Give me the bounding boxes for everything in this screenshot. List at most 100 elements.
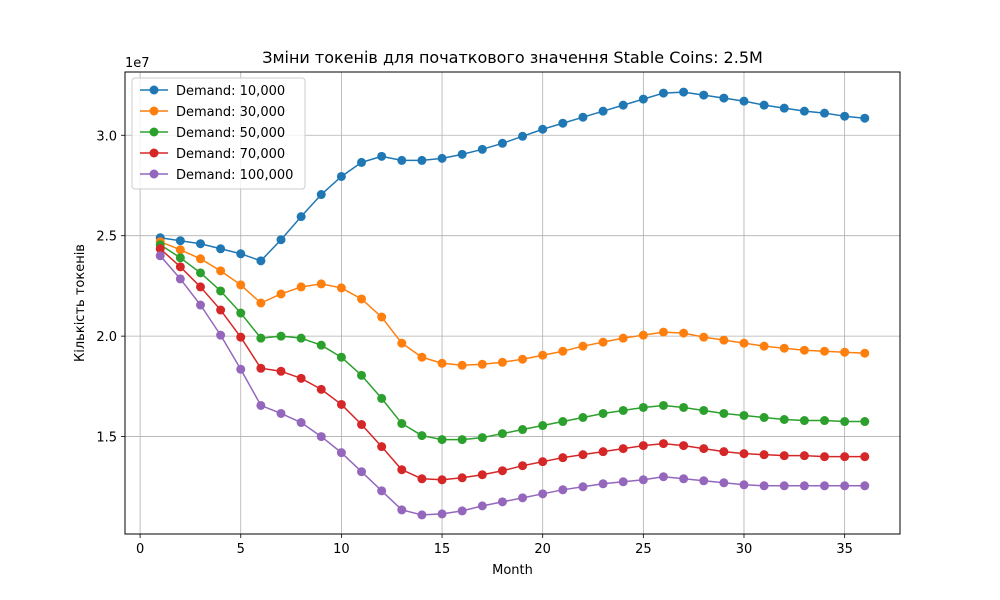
x-tick-label: 15 xyxy=(434,542,451,557)
series-5 xyxy=(155,251,870,520)
data-point xyxy=(538,489,548,499)
data-point xyxy=(860,348,870,358)
data-point xyxy=(679,87,689,97)
legend-marker xyxy=(149,106,159,116)
y-tick-label: 2.5 xyxy=(96,230,117,245)
data-point xyxy=(638,475,648,485)
data-point xyxy=(699,444,709,454)
legend-label: Demand: 10,000 xyxy=(176,84,285,99)
data-point xyxy=(477,470,487,480)
data-point xyxy=(618,100,628,110)
data-point xyxy=(719,478,729,488)
data-point xyxy=(236,280,246,290)
data-point xyxy=(397,505,407,515)
data-point xyxy=(618,477,628,487)
data-point xyxy=(679,402,689,412)
data-point xyxy=(397,155,407,165)
legend-item: Demand: 50,000 xyxy=(140,126,285,141)
data-point xyxy=(558,346,568,356)
data-point xyxy=(739,480,749,490)
series-lines xyxy=(155,87,870,520)
data-point xyxy=(216,305,226,315)
data-point xyxy=(296,212,306,222)
data-point xyxy=(558,118,568,128)
data-point xyxy=(336,171,346,181)
data-point xyxy=(538,124,548,134)
data-point xyxy=(840,481,850,491)
data-point xyxy=(437,435,447,445)
data-point xyxy=(397,465,407,475)
data-point xyxy=(477,144,487,154)
data-point xyxy=(457,473,467,483)
data-point xyxy=(518,461,528,471)
data-point xyxy=(256,298,266,308)
data-point xyxy=(316,190,326,200)
data-point xyxy=(437,475,447,485)
series-2 xyxy=(155,237,870,370)
data-point xyxy=(256,256,266,266)
data-point xyxy=(497,429,507,439)
data-point xyxy=(497,357,507,367)
data-point xyxy=(377,151,387,161)
data-point xyxy=(759,450,769,460)
y-axis-label: Кількість токенів xyxy=(73,244,88,362)
y-tick-label: 2.0 xyxy=(96,330,117,345)
data-point xyxy=(175,245,185,255)
data-point xyxy=(538,421,548,431)
data-point xyxy=(316,432,326,442)
data-point xyxy=(256,400,266,410)
data-point xyxy=(175,274,185,284)
data-point xyxy=(578,482,588,492)
data-point xyxy=(296,333,306,343)
data-point xyxy=(699,332,709,342)
legend-label: Demand: 30,000 xyxy=(176,105,285,120)
data-point xyxy=(175,236,185,246)
data-point xyxy=(437,358,447,368)
data-point xyxy=(598,106,608,116)
data-point xyxy=(236,364,246,374)
data-point xyxy=(417,352,427,362)
data-point xyxy=(216,286,226,296)
data-point xyxy=(477,501,487,511)
data-point xyxy=(336,352,346,362)
data-point xyxy=(759,481,769,491)
data-point xyxy=(779,343,789,353)
data-point xyxy=(779,451,789,461)
data-point xyxy=(417,474,427,484)
data-point xyxy=(236,308,246,318)
data-point xyxy=(820,346,830,356)
data-point xyxy=(598,479,608,489)
data-point xyxy=(840,417,850,427)
data-point xyxy=(578,412,588,422)
legend-label: Demand: 100,000 xyxy=(176,168,293,183)
x-tick-label: 10 xyxy=(333,542,350,557)
data-point xyxy=(719,93,729,103)
data-point xyxy=(638,441,648,451)
series-1 xyxy=(155,87,870,266)
data-point xyxy=(658,472,668,482)
data-point xyxy=(437,153,447,163)
y-offset-label: 1e7 xyxy=(125,56,150,71)
data-point xyxy=(457,360,467,370)
legend: Demand: 10,000 Demand: 30,000 Demand: 50,0… xyxy=(131,77,306,190)
data-point xyxy=(598,447,608,457)
data-point xyxy=(739,338,749,348)
legend-label: Demand: 70,000 xyxy=(176,147,285,162)
data-point xyxy=(759,100,769,110)
data-point xyxy=(860,481,870,491)
data-point xyxy=(840,111,850,121)
data-point xyxy=(578,112,588,122)
data-point xyxy=(679,474,689,484)
x-tick-label: 20 xyxy=(534,542,551,557)
data-point xyxy=(497,138,507,148)
data-point xyxy=(658,88,668,98)
data-point xyxy=(558,417,568,427)
data-point xyxy=(699,405,709,415)
data-point xyxy=(357,157,367,167)
data-point xyxy=(719,408,729,418)
legend-item: Demand: 10,000 xyxy=(140,84,285,99)
data-point xyxy=(236,332,246,342)
data-point xyxy=(216,266,226,276)
data-point xyxy=(799,451,809,461)
